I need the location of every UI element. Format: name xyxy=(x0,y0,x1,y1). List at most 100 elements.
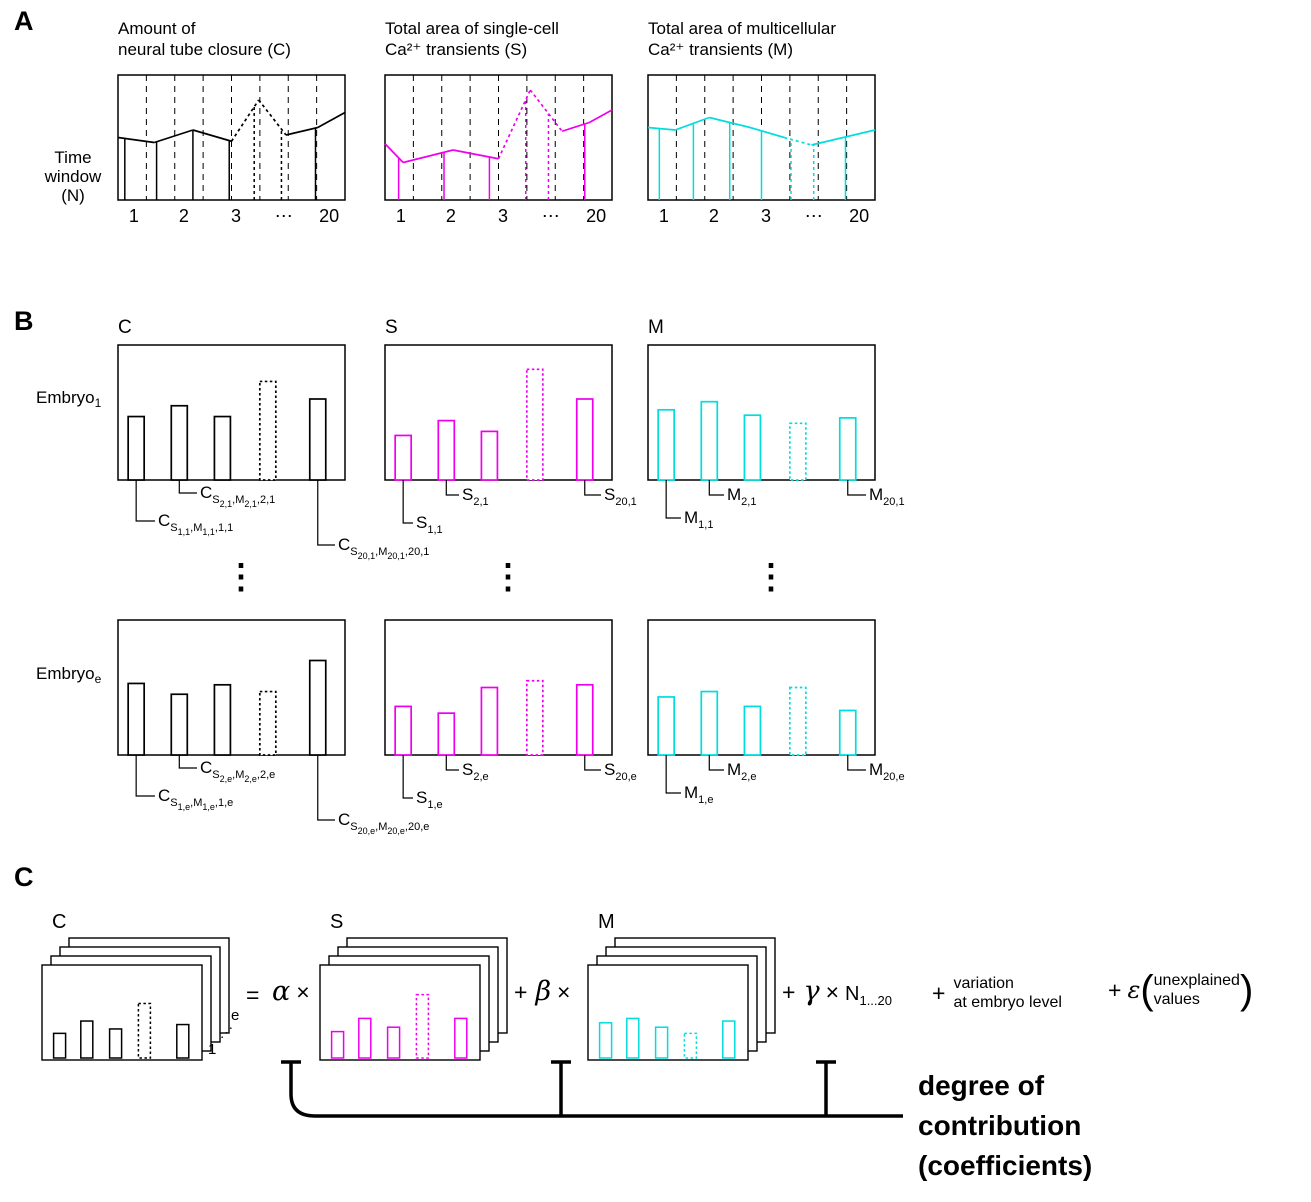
label-connector xyxy=(135,480,155,522)
bar xyxy=(575,683,594,756)
trace-M xyxy=(674,116,710,131)
label-connector xyxy=(584,480,601,496)
tick-label: 20 xyxy=(849,206,869,226)
bar-label-run: S xyxy=(350,821,358,833)
vertical-ellipsis: ⋮ xyxy=(224,558,258,596)
bar-label: S20,1 xyxy=(604,486,637,508)
bar-label-run: ,20,1 xyxy=(404,546,430,558)
label-connector xyxy=(847,755,866,771)
bar xyxy=(657,696,676,756)
bar-label-run: S xyxy=(416,513,428,532)
bar xyxy=(743,414,762,481)
vertical-ellipsis: ⋮ xyxy=(491,558,525,596)
stack-letter-c: C xyxy=(52,911,67,933)
bar-label-run: M xyxy=(684,508,699,527)
title-line: Ca²⁺ transients (S) xyxy=(385,40,528,59)
trace-S xyxy=(529,89,563,132)
tick-label: 2 xyxy=(709,206,719,226)
tick-label: 1 xyxy=(396,206,406,226)
bar xyxy=(394,705,413,756)
bar-label-run: 2,e xyxy=(219,774,233,784)
bar-label-run: 1,1 xyxy=(427,524,443,536)
trace-C xyxy=(285,126,318,136)
bar-label-run: C xyxy=(200,758,213,777)
panel-b-letter: B xyxy=(14,306,34,336)
stack-letter-m: M xyxy=(598,911,615,933)
bar-label-run: ,M xyxy=(375,546,388,558)
bar-label-run: M xyxy=(727,760,742,779)
stack-bar xyxy=(108,1028,123,1059)
bar-label-run: ,2,1 xyxy=(256,494,276,506)
gamma-term: + γ × N 1...20 xyxy=(782,976,892,1008)
bar xyxy=(308,398,327,481)
contribution-line-beta xyxy=(551,1060,571,1116)
bar-label-run: S xyxy=(416,788,428,807)
bar-label-run: 20,e xyxy=(387,826,405,836)
bar xyxy=(525,679,544,756)
bar-label-run: S xyxy=(212,494,220,506)
stack-index-one: 1 xyxy=(208,1041,217,1058)
label-connector xyxy=(847,480,866,496)
variation-text: variation at embryo level xyxy=(953,974,1062,1012)
bar-label-run: 2,1 xyxy=(741,496,757,508)
bar xyxy=(700,400,719,481)
time-axis-line: Time xyxy=(54,148,92,167)
degree-line: degree of xyxy=(918,1070,1045,1101)
stack-bar xyxy=(454,1017,468,1059)
beta-term: + β × xyxy=(514,976,570,1007)
title-multicellular-transients: Total area of multicellular Ca²⁺ transie… xyxy=(648,18,836,60)
bar-label-run: 1,e xyxy=(698,794,714,806)
bar-label-run: ,M xyxy=(190,797,203,809)
label-connector xyxy=(402,755,413,799)
bar-label: S2,e xyxy=(462,761,489,783)
stack-bar xyxy=(137,1002,152,1059)
bar-label: S20,e xyxy=(604,761,637,783)
bar-label-run: ,M xyxy=(232,494,245,506)
bar-label-run: 1,1 xyxy=(698,519,714,531)
bar-label-run: S xyxy=(462,485,474,504)
embryo-box xyxy=(647,619,876,756)
bar-label: S2,1 xyxy=(462,485,489,508)
gamma-symbol: γ xyxy=(803,976,820,1007)
stack-bar xyxy=(386,1026,401,1059)
bar-label: M1,1 xyxy=(684,508,713,531)
embryo-e-label: Embryoe xyxy=(36,664,101,686)
times-sign: × xyxy=(825,979,840,1005)
label-connector xyxy=(584,755,601,771)
stack-bar xyxy=(598,1022,613,1059)
bar-label-run: 1,1 xyxy=(177,527,191,537)
time-axis-line: window xyxy=(44,167,102,186)
bar xyxy=(127,682,146,756)
bar-label-run: ,M xyxy=(232,769,245,781)
stack-bar xyxy=(626,1017,640,1059)
bar-label-run: 20,e xyxy=(357,826,376,836)
bar-label-run: 20,e xyxy=(883,771,905,783)
bar-label-run: C xyxy=(158,511,171,530)
label-connector xyxy=(445,480,459,496)
tick-label: ⋯ xyxy=(542,206,560,226)
bar xyxy=(743,705,762,756)
bar xyxy=(525,368,544,481)
degree-of-contribution-label: degree of contribution (coefficients) xyxy=(918,1066,1092,1186)
bar-label-run: M xyxy=(869,485,884,504)
label-connector xyxy=(708,755,724,771)
bar-label-run: 1,e xyxy=(427,799,443,811)
embryo-box xyxy=(117,619,346,756)
label-connector xyxy=(665,755,681,794)
stack-index-dots: ⋰ xyxy=(220,1025,233,1040)
tick-label: 20 xyxy=(319,206,339,226)
trace-S xyxy=(402,149,454,164)
label-connector xyxy=(135,755,155,797)
variation-term: + variation at embryo level xyxy=(932,974,1062,1012)
stack-bar xyxy=(52,1032,67,1059)
bar-label-run: M xyxy=(684,783,699,802)
stack-bar xyxy=(358,1017,372,1059)
bar xyxy=(480,686,499,756)
trace-S xyxy=(452,149,499,160)
bar-label: M20,e xyxy=(869,761,905,783)
trace-S xyxy=(497,89,532,160)
bar-label-run: C xyxy=(200,483,213,502)
bar-label-run: 1,e xyxy=(202,802,215,812)
